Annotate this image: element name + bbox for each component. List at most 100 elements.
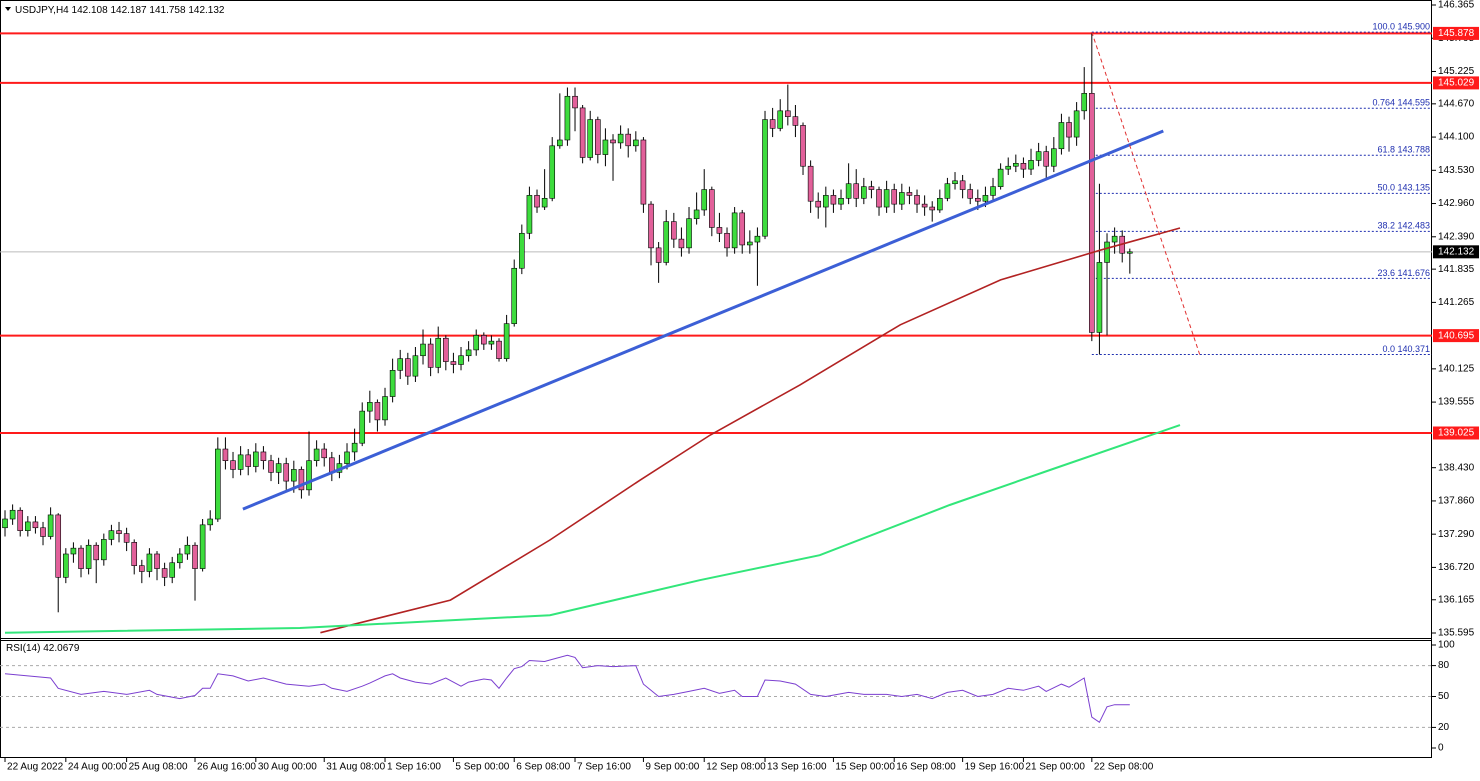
candle-body [990, 186, 996, 196]
axes: 146.365145.795145.225144.670144.100143.5… [4, 0, 1479, 773]
candle-body [686, 218, 692, 249]
candle-body [313, 448, 320, 461]
candle-body [967, 189, 974, 199]
rsi-title: RSI(14) 42.0679 [6, 643, 80, 654]
level-price-label: 145.029 [1438, 78, 1475, 89]
candle-body [845, 183, 852, 199]
fib-label: 0.0 140.371 [1382, 344, 1430, 354]
x-tick-label: 1 Sep 16:00 [387, 762, 441, 773]
candle-body [640, 139, 647, 205]
y-tick-label: 144.100 [1438, 132, 1475, 143]
x-tick-label: 22 Sep 08:00 [1094, 762, 1154, 773]
candle-body [465, 349, 472, 357]
candle-body [344, 451, 350, 464]
level-price-box [1433, 26, 1479, 40]
candle-body [237, 454, 244, 470]
candle-body [595, 119, 601, 155]
candle-body [55, 514, 62, 578]
y-tick-label: 137.290 [1438, 529, 1475, 540]
candle-body [488, 340, 495, 345]
candle-body [724, 232, 730, 249]
x-tick-label: 30 Aug 00:00 [258, 762, 317, 773]
x-tick-label: 21 Sep 00:00 [1025, 762, 1085, 773]
candle-body [557, 139, 563, 147]
candle-body [549, 145, 556, 199]
y-tick-label: 136.165 [1438, 594, 1475, 605]
open-value: 142.108 [72, 5, 109, 16]
candle-body [899, 192, 905, 205]
x-tick-label: 25 Aug 08:00 [129, 762, 188, 773]
symbol-icon [5, 7, 11, 11]
y-tick-label: 142.960 [1438, 198, 1475, 209]
y-tick-label: 142.390 [1438, 231, 1475, 242]
level-price-label: 140.695 [1438, 330, 1475, 341]
candle-body [268, 460, 274, 473]
x-tick-label: 16 Sep 08:00 [896, 762, 956, 773]
candle-body [283, 463, 290, 482]
candle-body [1035, 151, 1042, 161]
candle-body [1043, 151, 1050, 167]
x-tick-label: 5 Sep 00:00 [455, 762, 509, 773]
candle-body [572, 95, 578, 109]
candle-body [450, 361, 457, 365]
rsi-y-tick-label: 0 [1438, 743, 1444, 754]
candle-body [260, 451, 267, 461]
candle-body [1081, 93, 1088, 112]
candle-body [519, 232, 525, 269]
candle-body [952, 180, 958, 185]
candle-body [876, 189, 882, 208]
candle-body [937, 197, 943, 211]
candle-body [435, 337, 442, 368]
candle-body [747, 241, 753, 246]
x-tick-label: 22 Aug 2022 [7, 762, 64, 773]
rsi-value: 42.0679 [43, 643, 80, 654]
rsi-line [4, 654, 1130, 724]
candle-body [959, 180, 966, 190]
level-price-label: 139.025 [1438, 428, 1475, 439]
candle-body [861, 186, 867, 199]
candle-body [405, 358, 411, 377]
y-tick-label: 141.835 [1438, 264, 1475, 275]
candle-body [868, 186, 875, 190]
level-price-label: 145.878 [1438, 28, 1475, 39]
indicator-line [242, 129, 1164, 511]
candle-body [1111, 235, 1118, 243]
candle-body [306, 460, 312, 491]
y-tick-label: 140.125 [1438, 363, 1475, 374]
candle-body [534, 195, 540, 208]
fib-label: 50.0 143.135 [1377, 183, 1430, 193]
candle-body [929, 206, 936, 211]
indicator-line [320, 227, 1181, 634]
candle-body [382, 396, 388, 421]
candle-body [473, 335, 480, 351]
candle-body [367, 402, 373, 412]
candle-body [769, 119, 776, 129]
candle-body [1020, 163, 1027, 170]
last-price-label: 142.132 [1438, 246, 1475, 257]
candle-body [944, 183, 951, 199]
x-tick-label: 15 Sep 00:00 [835, 762, 895, 773]
candle-body [321, 448, 328, 459]
fib-label: 61.8 143.788 [1377, 145, 1430, 155]
candle-body [1066, 122, 1072, 138]
candle-body [891, 189, 898, 205]
y-tick-label: 135.595 [1438, 628, 1475, 639]
candle-body [785, 110, 791, 117]
candle-body [169, 562, 176, 578]
level-price-box [1433, 329, 1479, 343]
candle-body [131, 542, 138, 566]
level-price-box [1433, 426, 1479, 440]
candle-body [655, 247, 662, 263]
candle-body [139, 565, 145, 572]
high-value: 142.187 [110, 5, 147, 16]
y-tick-label: 143.530 [1438, 165, 1475, 176]
rsi-pane [0, 654, 1432, 728]
candle-body [230, 460, 236, 470]
y-tick-label: 144.670 [1438, 98, 1475, 109]
candle-body [101, 539, 107, 561]
x-tick-label: 24 Aug 00:00 [68, 762, 127, 773]
level-price-box [1433, 76, 1479, 90]
candle-body [329, 457, 335, 473]
candle-body [359, 410, 366, 444]
